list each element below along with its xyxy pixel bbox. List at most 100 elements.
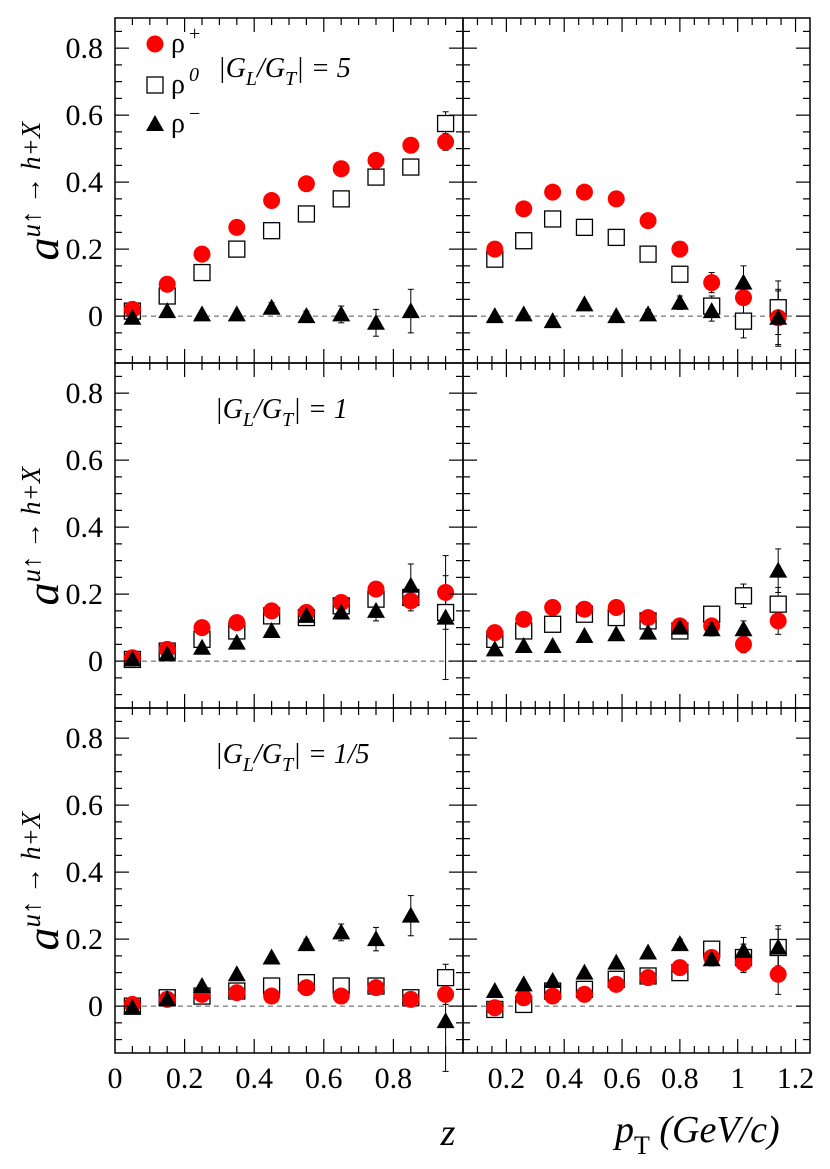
y-tick-label: 0.6	[66, 444, 104, 477]
point-ρ-	[514, 975, 533, 992]
panel-annotation-r0: |GL/GT| = 5	[218, 53, 351, 90]
point-ρ-	[575, 295, 594, 312]
point-ρ+	[193, 245, 211, 263]
point-ρ-	[123, 308, 142, 325]
x-axis-title-z: z	[440, 1112, 456, 1154]
point-ρ+	[193, 619, 211, 637]
point-ρ-	[367, 313, 385, 330]
point-ρ-	[769, 561, 788, 578]
point-ρ+	[639, 969, 657, 987]
x-axis-title-pt: pT (GeV/c)	[612, 1109, 780, 1160]
point-ρ+	[486, 624, 504, 642]
point-ρ0	[436, 114, 455, 133]
point-ρ-	[262, 298, 281, 315]
point-ρ+	[607, 599, 625, 617]
point-ρ+	[437, 583, 455, 601]
point-ρ-	[607, 307, 626, 324]
point-ρ+	[402, 990, 420, 1008]
point-ρ0	[734, 587, 753, 605]
legend-marker	[146, 35, 164, 53]
x-tick-label: 0.4	[235, 1062, 273, 1095]
point-ρ+	[703, 274, 721, 292]
point-ρ-	[543, 637, 562, 654]
point-ρ+	[158, 275, 176, 293]
point-ρ+	[367, 979, 385, 997]
point-ρ-	[367, 601, 385, 618]
y-tick-label: 0	[88, 300, 103, 333]
y-tick-label: 0.8	[66, 722, 104, 755]
point-ρ+	[607, 975, 625, 993]
point-ρ-	[332, 603, 351, 620]
point-ρ0	[607, 228, 625, 247]
point-ρ-	[158, 645, 177, 662]
x-tick-label: 0.6	[603, 1062, 641, 1095]
point-ρ+	[544, 183, 562, 201]
point-ρ+	[575, 600, 593, 618]
y-axis-title: au↑ → h+X	[16, 120, 68, 260]
point-ρ0	[262, 222, 281, 240]
point-ρ-	[769, 308, 788, 325]
y-tick-label: 0	[88, 990, 103, 1023]
panel-frame-r2-c1	[462, 707, 811, 1054]
point-ρ+	[515, 989, 533, 1007]
point-ρ-	[401, 302, 420, 319]
point-ρ+	[486, 999, 504, 1017]
point-ρ-	[297, 935, 316, 952]
point-ρ+	[769, 965, 787, 983]
point-ρ+	[515, 200, 533, 218]
point-ρ-	[297, 307, 316, 324]
x-tick-label: 0.6	[305, 1062, 343, 1095]
x-tick-label: 0.2	[166, 1062, 204, 1095]
point-ρ-	[436, 1012, 455, 1029]
legend-marker	[146, 76, 164, 94]
y-tick-label: 0	[88, 645, 103, 678]
point-ρ-	[670, 935, 689, 952]
point-ρ-	[123, 650, 142, 667]
panel-annotation-r2: |GL/GT| = 1/5	[215, 739, 370, 776]
y-tick-label: 0.6	[66, 789, 104, 822]
panel-frame-r0-c1	[462, 17, 811, 364]
point-ρ-	[262, 948, 281, 965]
point-ρ-	[193, 305, 211, 322]
point-ρ-	[401, 576, 420, 593]
y-tick-label: 0.4	[66, 856, 104, 889]
axis-labels: 0 0.2 0.4 0.6 0.8 au↑ → h+X 0 0.2 0.4 0.6 0.8 au↑ →…	[16, 32, 814, 1160]
point-ρ+	[367, 151, 385, 169]
point-ρ-	[670, 293, 689, 310]
point-ρ0	[734, 312, 753, 330]
x-tick-label: 0.2	[488, 1062, 526, 1095]
point-ρ+	[228, 614, 246, 632]
legend-entry-0: ρ +	[146, 23, 200, 59]
point-ρ+	[544, 599, 562, 617]
point-ρ-	[485, 307, 504, 324]
point-ρ-	[485, 982, 504, 999]
point-ρ0	[671, 265, 689, 283]
x-tick-label: 1	[730, 1062, 745, 1095]
y-axis-title: au↑ → h+X	[16, 465, 68, 605]
point-ρ0	[769, 595, 787, 613]
point-ρ+	[639, 212, 657, 230]
point-ρ-	[436, 608, 455, 625]
point-ρ-	[607, 953, 626, 970]
point-ρ+	[544, 987, 562, 1005]
legend-label: ρ −	[171, 103, 200, 139]
legend-label: ρ +	[171, 23, 200, 59]
point-ρ-	[702, 620, 721, 637]
point-ρ+	[607, 190, 625, 208]
point-ρ-	[514, 305, 533, 322]
y-tick-label: 0.8	[66, 32, 104, 65]
point-ρ+	[332, 160, 350, 178]
point-ρ+	[402, 592, 420, 610]
point-ρ-	[297, 606, 316, 623]
panel-annotations: |GL/GT| = 5 |GL/GT| = 1 |GL/GT| = 1/5	[215, 53, 370, 776]
point-ρ-	[193, 977, 211, 994]
point-ρ+	[297, 175, 315, 193]
y-tick-label: 0.2	[66, 233, 104, 266]
point-ρ0	[543, 615, 562, 633]
point-ρ+	[263, 987, 281, 1005]
point-ρ-	[514, 637, 533, 654]
point-ρ-	[123, 998, 142, 1015]
point-ρ-	[193, 638, 211, 655]
